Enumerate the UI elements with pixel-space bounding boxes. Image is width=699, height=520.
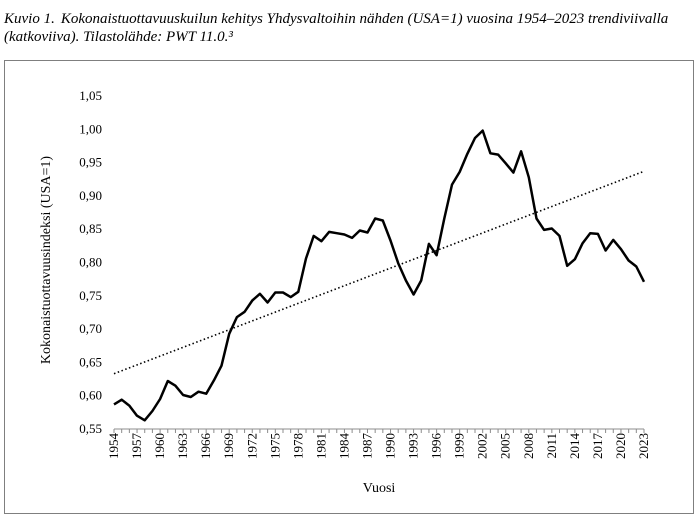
- figure-caption: Kuvio 1. Kokonaistuottavuuskuilun kehitys…: [4, 10, 694, 46]
- x-axis: 1954 1957 1960 1963 1966 1969 1972 1975 1978 1981…: [106, 428, 651, 460]
- x-tick-label: 1954: [106, 433, 121, 460]
- x-tick-label: 2002: [475, 433, 490, 459]
- x-tick-label: 2008: [521, 433, 536, 459]
- tfp-index-line: [113, 129, 646, 422]
- x-axis-label: Vuosi: [363, 481, 396, 496]
- x-tick-label: 1966: [198, 433, 213, 460]
- x-tick-label: 2020: [613, 433, 628, 459]
- x-tick-label: 1963: [175, 433, 190, 459]
- y-tick-label: 0,60: [79, 388, 102, 403]
- y-axis: 0,55 0,60 0,65 0,70 0,75 0,80 0,85 0,90 0,95 1,00…: [79, 88, 102, 436]
- caption-text: Kokonaistuottavuuskuilun kehitys Yhdysva…: [4, 11, 669, 45]
- x-tick-label: 1993: [406, 433, 421, 459]
- y-tick-label: 0,55: [79, 421, 102, 436]
- x-tick-label: 1984: [336, 433, 351, 460]
- x-tick-label: 1981: [313, 433, 328, 459]
- x-tick-label: 1996: [429, 433, 444, 460]
- y-tick-label: 0,65: [79, 354, 102, 369]
- x-tick-label: 2014: [567, 433, 582, 460]
- x-tick-label: 2005: [498, 433, 513, 459]
- x-tick-label: 1972: [244, 433, 259, 459]
- trend-line: [113, 170, 645, 375]
- caption-label: Kuvio 1.: [4, 11, 55, 27]
- x-tick-label: 2011: [544, 433, 559, 459]
- y-tick-label: 1,00: [79, 121, 102, 136]
- y-axis-label: Kokonaistuottavuusindeksi (USA=1): [39, 156, 54, 364]
- y-tick-label: 0,90: [79, 188, 102, 203]
- x-tick-label: 2017: [590, 433, 605, 460]
- x-tick-label: 1987: [359, 433, 374, 460]
- plot-lines: [113, 129, 646, 422]
- x-tick-label: 1990: [383, 433, 398, 459]
- x-tick-label: 1975: [267, 433, 282, 459]
- x-tick-label: 1960: [152, 433, 167, 459]
- y-tick-label: 1,05: [79, 88, 102, 103]
- x-tick-label: 1978: [290, 433, 305, 459]
- y-tick-label: 0,95: [79, 155, 102, 170]
- chart-frame: [4, 60, 694, 514]
- y-tick-label: 0,75: [79, 288, 102, 303]
- y-tick-label: 0,70: [79, 321, 102, 336]
- x-tick-label: 1969: [221, 433, 236, 459]
- x-tick-label: 2023: [636, 433, 651, 459]
- y-tick-label: 0,85: [79, 221, 102, 236]
- x-tick-label: 1957: [129, 433, 144, 460]
- y-tick-label: 0,80: [79, 255, 102, 270]
- x-tick-label: 1999: [452, 433, 467, 459]
